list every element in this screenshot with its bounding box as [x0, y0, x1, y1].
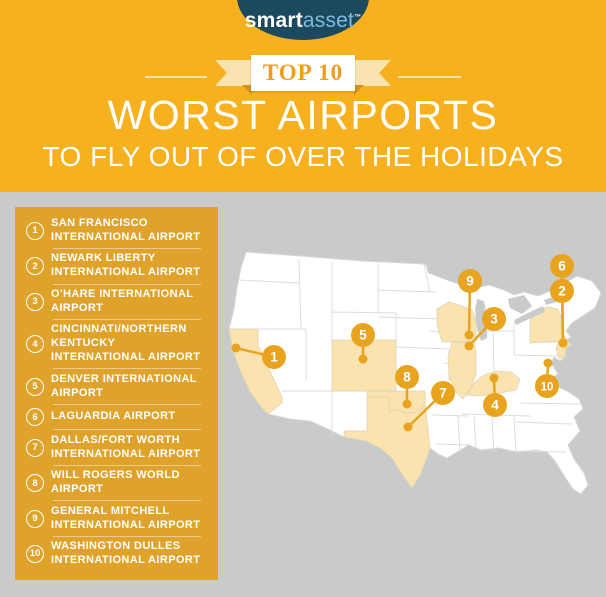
list-divider	[53, 429, 201, 431]
list-divider	[53, 283, 201, 285]
airport-name: O'HARE INTERNATIONAL AIRPORT	[51, 287, 194, 314]
rank-badge: 9	[26, 509, 44, 528]
marker-location-dot-8	[402, 399, 412, 409]
marker-location-dot-7	[403, 422, 413, 432]
logo-smart: smart	[244, 9, 303, 32]
marker-pin-8	[395, 365, 419, 389]
marker-pin-3	[482, 307, 506, 331]
map-markers: 1 2 3 4 5 6 7 8 9 10	[231, 254, 574, 432]
list-item: 8 WILL ROGERS WORLD AIRPORT	[26, 469, 207, 497]
marker-location-dot-4	[489, 373, 499, 383]
ribbon-line-right	[398, 76, 461, 78]
marker-number-5: 5	[359, 328, 367, 343]
marker-number-7: 7	[439, 386, 447, 401]
state-illinois	[447, 341, 477, 400]
marker-number-3: 3	[490, 312, 498, 327]
marker-number-8: 8	[403, 370, 411, 385]
ribbon-label: TOP 10	[262, 60, 344, 85]
list-item: 1 SAN FRANCISCO INTERNATIONAL AIRPORT	[26, 217, 207, 245]
ribbon-wing-left	[215, 60, 252, 86]
list-item: 10 WASHINGTON DULLES INTERNATIONAL AIRPO…	[26, 540, 207, 568]
rank-badge: 10	[26, 544, 44, 563]
list-divider	[53, 319, 201, 321]
airport-name: CINCINNATI/NORTHERN KENTUCKY INTERNATION…	[51, 323, 201, 364]
marker-stem-6	[560, 265, 565, 344]
page-subtitle: TO FLY OUT OF OVER THE HOLIDAYS	[42, 141, 564, 172]
rank-badge: 8	[26, 474, 44, 493]
smartasset-logo: smartasset™	[237, 0, 369, 40]
list-divider	[53, 368, 201, 370]
rank-badge: 7	[26, 438, 44, 457]
list-divider	[53, 535, 201, 537]
lake-huron	[508, 295, 532, 314]
airport-name: NEWARK LIBERTY INTERNATIONAL AIRPORT	[51, 252, 201, 279]
airport-name: DENVER INTERNATIONAL AIRPORT	[51, 372, 197, 399]
airport-name: GENERAL MITCHELL INTERNATIONAL AIRPORT	[51, 504, 201, 531]
rank-badge: 4	[26, 335, 44, 354]
marker-pin-2	[550, 279, 574, 303]
list-item: 5 DENVER INTERNATIONAL AIRPORT	[26, 373, 207, 401]
marker-pin-9	[458, 269, 482, 293]
airport-name: LAGUARDIA AIRPORT	[51, 410, 176, 423]
rank-badge: 2	[26, 257, 44, 276]
header-band: smartasset™ TOP 10 WORST AIRPORTS TO FLY…	[0, 0, 606, 192]
ribbon-fold-left	[242, 85, 252, 95]
marker-number-4: 4	[491, 398, 499, 413]
us-map: 1 2 3 4 5 6 7 8 9 10	[228, 251, 602, 495]
marker-pin-10	[535, 374, 559, 398]
marker-location-dot-9	[464, 330, 474, 340]
ribbon-line-left	[145, 76, 207, 78]
airport-name: SAN FRANCISCO INTERNATIONAL AIRPORT	[51, 217, 201, 243]
marker-pin-6	[550, 254, 574, 278]
marker-pin-7	[431, 381, 455, 405]
marker-number-1: 1	[270, 350, 278, 365]
marker-location-dot-3	[464, 341, 474, 351]
list-divider	[53, 403, 201, 405]
list-item: 9 GENERAL MITCHELL INTERNATIONAL AIRPORT	[26, 505, 207, 533]
ribbon-fold-right	[354, 85, 364, 95]
list-item: 3 O'HARE INTERNATIONAL AIRPORT	[26, 288, 207, 316]
marker-location-dot-1	[231, 343, 241, 353]
marker-number-10: 10	[541, 382, 554, 394]
list-item: 7 DALLAS/FORT WORTH INTERNATIONAL AIRPOR…	[26, 434, 207, 462]
airport-name: WILL ROGERS WORLD AIRPORT	[51, 469, 180, 496]
ribbon-wing-right	[354, 60, 391, 86]
airport-ranking-list: 1 SAN FRANCISCO INTERNATIONAL AIRPORT 2 …	[15, 207, 218, 580]
list-divider	[53, 248, 201, 250]
logo-trademark: ™	[354, 14, 362, 21]
marker-number-9: 9	[466, 274, 474, 289]
airport-name: WASHINGTON DULLES INTERNATIONAL AIRPORT	[51, 539, 201, 566]
state-new-york	[529, 306, 572, 346]
marker-number-6: 6	[558, 259, 566, 274]
rank-badge: 3	[26, 292, 44, 311]
logo-asset: asset	[302, 9, 355, 32]
airport-name: DALLAS/FORT WORTH INTERNATIONAL AIRPORT	[51, 433, 201, 460]
lake-erie	[514, 306, 545, 325]
marker-location-dot-10	[543, 358, 553, 368]
rank-badge: 1	[26, 221, 44, 240]
marker-location-dot-5	[358, 354, 368, 364]
marker-pin-1	[262, 345, 286, 369]
top10-ribbon: TOP 10	[251, 55, 355, 91]
marker-number-2: 2	[558, 284, 566, 299]
state-texas	[343, 396, 431, 489]
marker-location-dot-6	[558, 338, 568, 348]
list-item: 4 CINCINNATI/NORTHERN KENTUCKY INTERNATI…	[26, 323, 207, 365]
rank-badge: 6	[26, 408, 44, 427]
marker-pin-4	[483, 393, 507, 417]
rank-badge: 5	[26, 377, 44, 396]
marker-pin-5	[351, 323, 375, 347]
list-item: 2 NEWARK LIBERTY INTERNATIONAL AIRPORT	[26, 252, 207, 280]
list-divider	[53, 464, 201, 466]
logo-wordmark: smartasset™	[245, 10, 362, 31]
list-divider	[53, 500, 201, 502]
list-item: 6 LAGUARDIA AIRPORT	[26, 408, 207, 427]
page-title: WORST AIRPORTS	[107, 92, 499, 138]
